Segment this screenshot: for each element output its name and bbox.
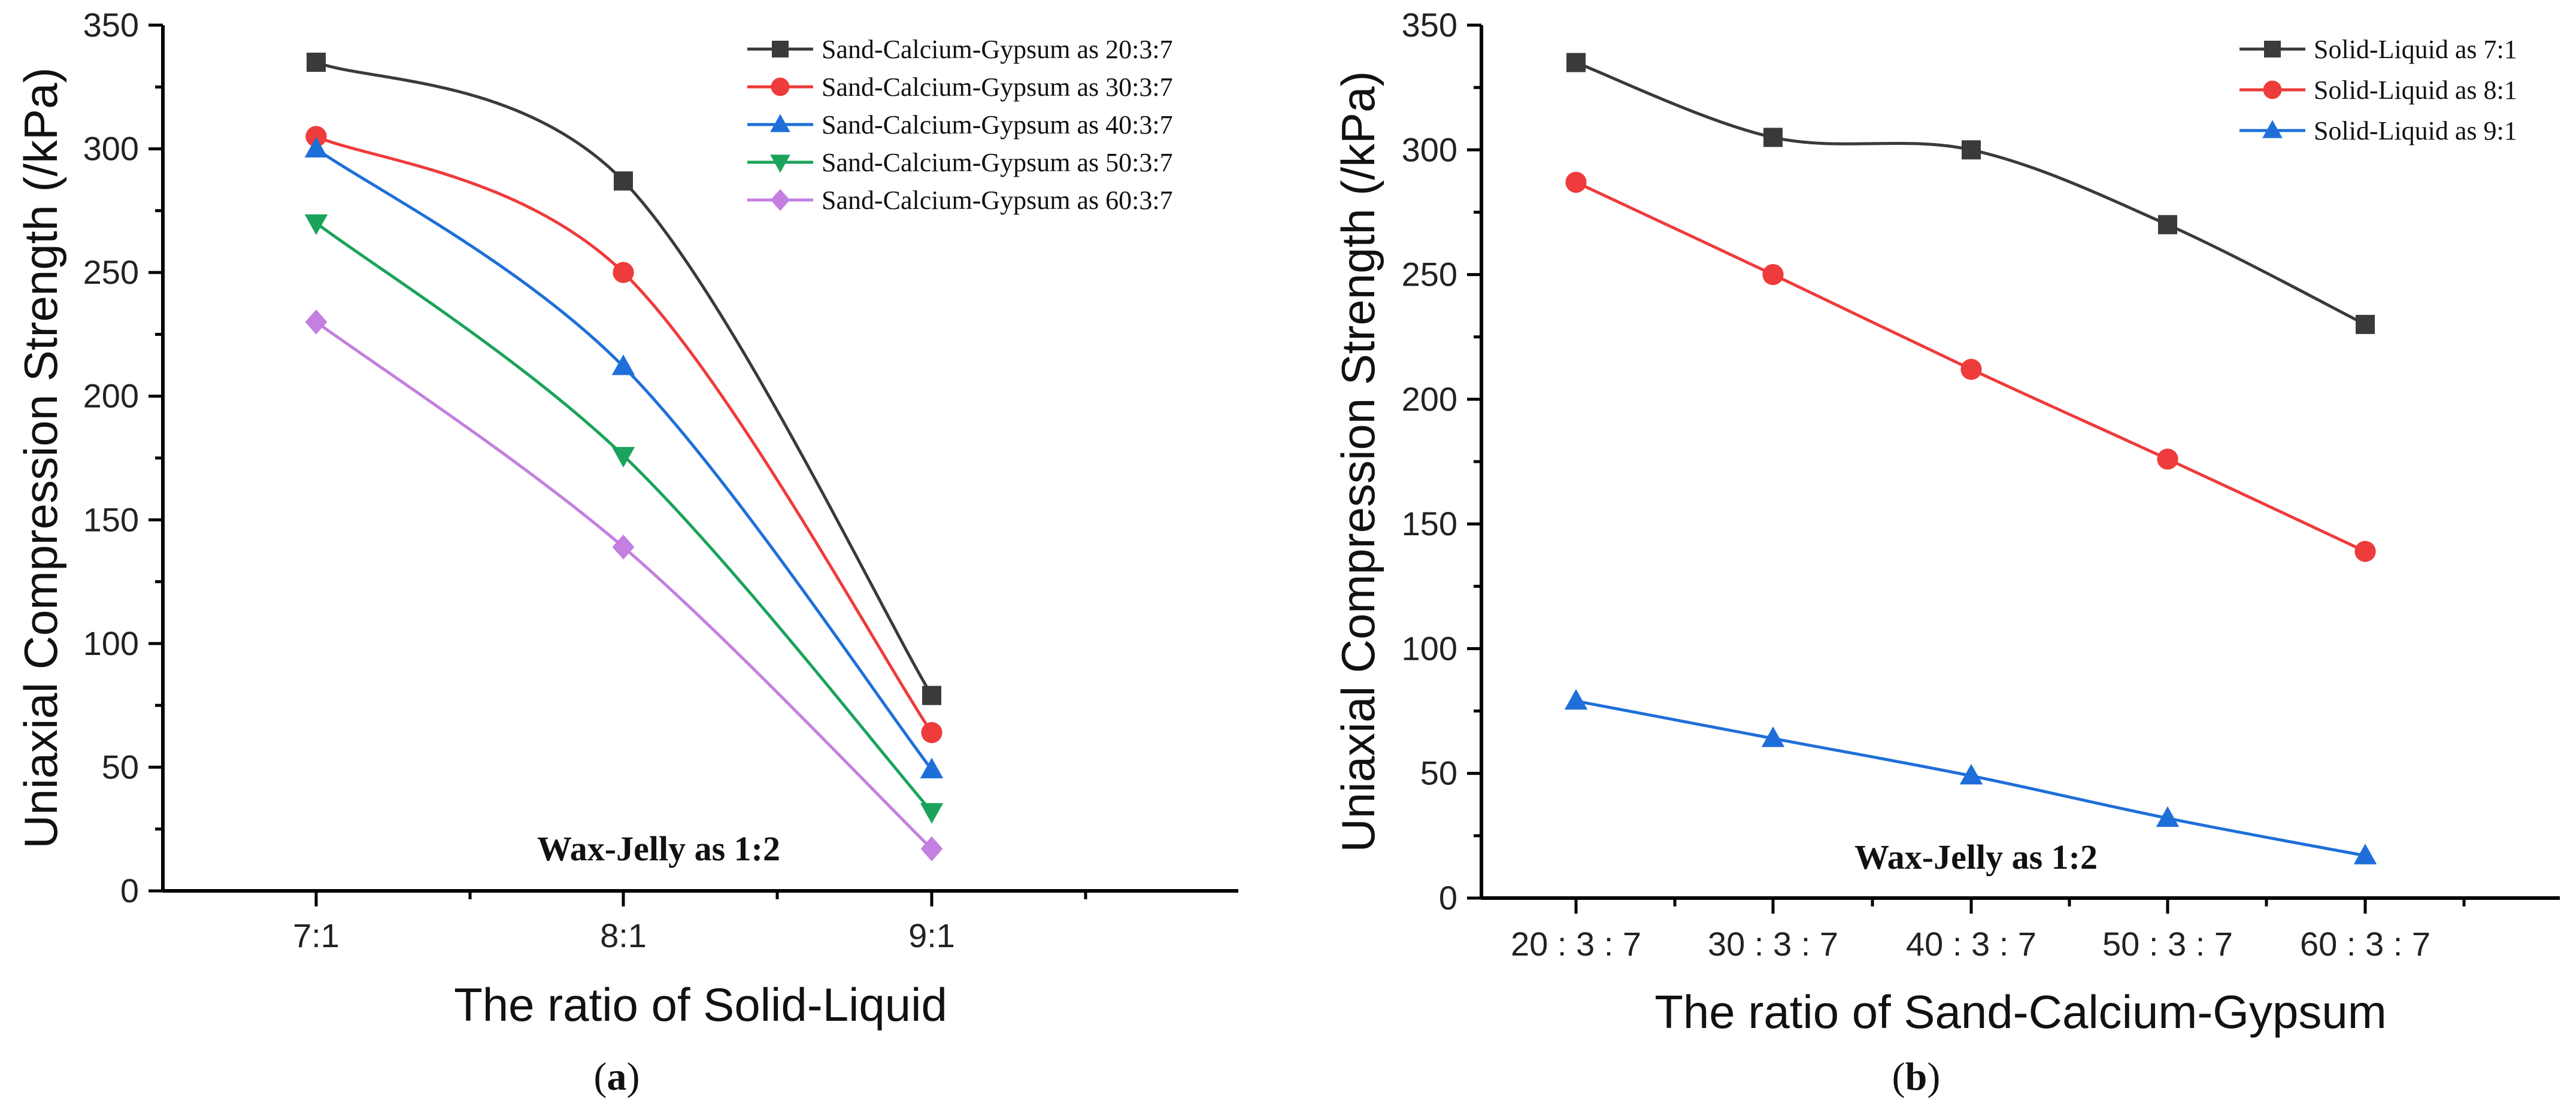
data-point [305,126,327,147]
x-axis-title: The ratio of Sand-Calcium-Gypsum [1654,985,2386,1038]
data-point [2353,844,2377,865]
legend-marker [770,114,790,132]
x-tick-label: 60 : 3 : 7 [2300,925,2430,963]
series-line [315,135,934,733]
data-point [611,447,635,468]
legend-marker [2263,80,2282,99]
y-tick-label: 200 [83,377,139,415]
data-point [611,354,635,375]
data-point [612,534,635,560]
y-tick-label: 50 [1420,754,1457,792]
legend-label: Solid-Liquid as 7:1 [2314,35,2517,64]
y-tick-label: 350 [83,6,139,44]
data-point [307,52,326,72]
data-point [1566,53,1586,72]
legend-label: Sand-Calcium-Gypsum as 60:3:7 [822,186,1173,215]
x-tick-label: 9:1 [908,917,955,954]
panel-label-b: (b) [1892,1055,1941,1099]
data-point [2354,541,2376,562]
legend-marker [771,77,790,96]
x-tick-label: 7:1 [293,917,340,954]
x-tick-label: 20 : 3 : 7 [1511,925,1641,963]
y-tick-label: 100 [1402,629,1457,667]
panel-label-a: (a) [594,1055,640,1099]
series-line [315,320,933,850]
y-axis-title: Uniaxial Compression Strength (/kPa) [1332,71,1384,853]
series-line [316,60,934,696]
data-point [922,686,941,705]
data-point [613,262,634,283]
y-tick-label: 150 [83,501,139,538]
legend-label: Sand-Calcium-Gypsum as 20:3:7 [822,35,1173,64]
data-point [614,171,633,191]
y-tick-label: 0 [1439,879,1457,917]
data-point [1565,171,1587,193]
data-point [1762,263,1784,286]
x-tick-label: 8:1 [600,917,647,954]
annotation-text: Wax-Jelly as 1:2 [1854,838,2098,877]
chart-a: 0 50 100 150 200 250 300 350 7:1 8:1 9:1 The ratio … [14,6,1238,1031]
legend-marker [772,41,789,57]
data-point [920,757,944,778]
data-point [304,137,328,157]
chart-b: 0 50 100 150 200 250 300 350 20 : 3 : 7 30 : 3 : … [1332,6,2560,1038]
y-tick-label: 250 [83,253,139,291]
data-point [2156,806,2180,827]
data-point [305,309,328,335]
x-tick-label: 50 : 3 : 7 [2102,925,2233,963]
data-point [920,803,944,824]
data-point [2157,448,2178,470]
x-tick-label: 30 : 3 : 7 [1708,925,1838,963]
data-point [1962,140,1981,160]
y-tick-label: 150 [1402,505,1457,542]
data-point [1763,128,1783,147]
x-axis-title: The ratio of Solid-Liquid [454,978,947,1031]
legend-marker [770,189,790,211]
series-line [315,222,933,813]
y-tick-label: 50 [102,748,139,786]
annotation-text: Wax-Jelly as 1:2 [537,829,780,868]
legend-marker [2262,120,2283,138]
data-point [1959,763,1983,785]
legend-label: Sand-Calcium-Gypsum as 30:3:7 [822,72,1173,102]
y-axis-title: Uniaxial Compression Strength (/kPa) [14,68,67,849]
data-point [920,836,943,862]
legend-label: Sand-Calcium-Gypsum as 40:3:7 [822,110,1173,139]
data-point [304,214,328,235]
data-point [1761,726,1785,747]
y-tick-label: 200 [1402,380,1457,418]
data-point [1960,359,1982,380]
y-tick-label: 100 [83,624,139,662]
legend-marker [2264,41,2281,57]
legend-label: Solid-Liquid as 9:1 [2314,116,2517,145]
data-point [2356,314,2375,334]
legend-marker [770,154,790,173]
y-tick-label: 350 [1402,6,1457,44]
data-point [2158,215,2177,235]
x-tick-label: 40 : 3 : 7 [1906,925,2036,963]
data-point [1564,689,1588,710]
series-line [315,147,933,771]
legend-label: Solid-Liquid as 8:1 [2314,75,2517,105]
y-tick-label: 300 [1402,131,1457,168]
data-point [921,721,942,744]
y-tick-label: 0 [120,872,139,909]
legend-label: Sand-Calcium-Gypsum as 50:3:7 [822,148,1173,177]
series-line [1575,61,2366,326]
y-tick-label: 300 [83,130,139,168]
y-tick-label: 250 [1402,256,1457,293]
